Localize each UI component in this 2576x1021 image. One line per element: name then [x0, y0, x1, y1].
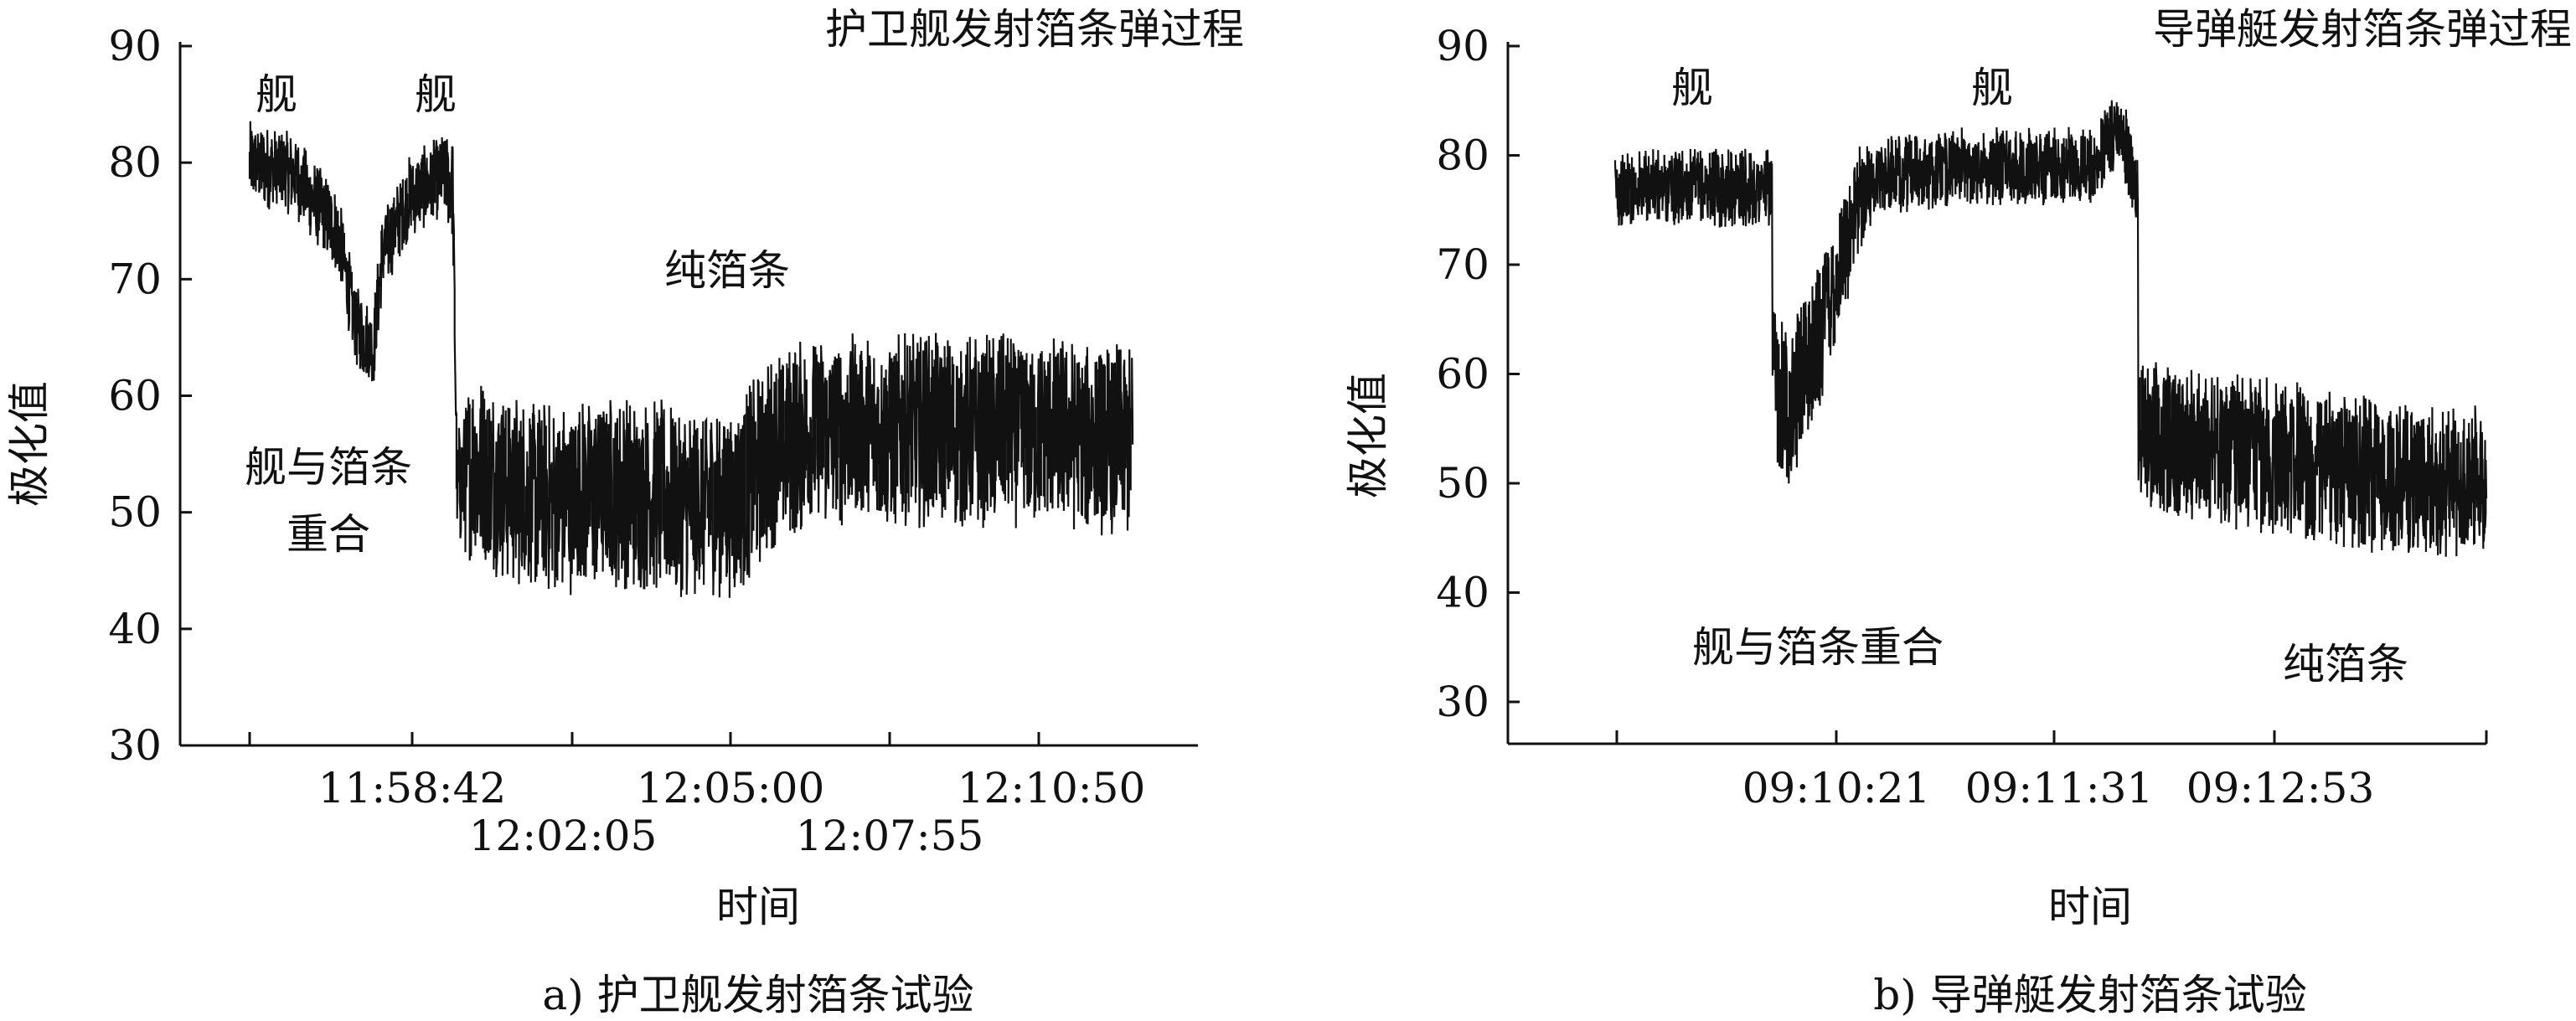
chart-b-y-tick-label: 70: [1436, 240, 1489, 289]
chart-a-y-tick-label: 40: [108, 605, 162, 653]
chart-a-y-tick-label: 30: [108, 721, 162, 770]
chart-a-y-tick-label: 60: [108, 372, 162, 420]
chart-a-xlabel: 时间: [716, 883, 800, 931]
chart-a-x-tick-label: 12:02:05: [469, 812, 658, 860]
chart-b-x-tick-label: 09:10:21: [1742, 764, 1931, 812]
chart-b-title: 导弹艇发射箔条弹过程: [2153, 5, 2572, 54]
chart-b-y-tick-label: 60: [1436, 350, 1489, 399]
chart-b-series: [1613, 100, 2488, 557]
chart-a-annotation-overlap-2: 重合: [287, 510, 370, 559]
chart-b-x-axis: 09:10:21 09:11:31 09:12:53: [1508, 730, 2488, 812]
chart-a-y-tick-label: 70: [108, 255, 162, 303]
chart-a-y-tick-label: 90: [108, 22, 162, 70]
chart-a-y-tick-label: 80: [108, 138, 162, 187]
chart-a-annotation-overlap-1: 舰与箔条: [245, 443, 412, 492]
chart-a-annotation-ship-1: 舰: [256, 70, 297, 119]
chart-b-caption: b) 导弹艇发射箔条试验: [1873, 971, 2306, 1019]
chart-a-y-axis: 30 40 50 60 70 80 90: [108, 22, 192, 770]
chart-b-annotation-ship-2: 舰: [1971, 64, 2013, 112]
chart-a-x-tick-label: 12:10:50: [958, 764, 1146, 812]
chart-b-y-tick-label: 80: [1436, 131, 1489, 180]
chart-a-x-tick-label: 12:07:55: [796, 812, 984, 860]
chart-b-y-tick-label: 90: [1436, 22, 1489, 70]
chart-b-y-tick-label: 30: [1436, 678, 1489, 726]
chart-b-annotation-ship-1: 舰: [1671, 64, 1713, 112]
chart-a-x-tick-label: 12:05:00: [637, 764, 825, 812]
chart-a-trace: [248, 121, 1134, 598]
chart-b-annotation-pure-chaff: 纯箔条: [2283, 640, 2408, 688]
chart-a-x-tick-label: 11:58:42: [318, 764, 507, 812]
chart-b-x-tick-label: 09:11:31: [1965, 764, 2154, 812]
chart-b-trace: [1613, 100, 2488, 557]
chart-b: 导弹艇发射箔条弹过程 30 40 50 60 70 80 90 09:10:21 09:11:…: [1344, 5, 2572, 1019]
chart-b-ylabel: 极化值: [1344, 373, 1392, 498]
chart-b-x-tick-label: 09:12:53: [2186, 764, 2375, 812]
chart-a-series: [248, 121, 1134, 598]
chart-b-y-tick-label: 40: [1436, 569, 1489, 617]
chart-a-caption: a) 护卫舰发射箔条试验: [542, 971, 973, 1019]
chart-b-y-tick-label: 50: [1436, 459, 1489, 508]
chart-a-title: 护卫舰发射箔条弹过程: [825, 5, 1244, 54]
chart-b-xlabel: 时间: [2048, 883, 2132, 931]
chart-b-y-axis: 30 40 50 60 70 80 90: [1436, 22, 1520, 744]
chart-b-annotation-overlap: 舰与箔条重合: [1692, 623, 1944, 672]
chart-a: 护卫舰发射箔条弹过程 30 40 50 60 70 80 90 11:58:4212:02:…: [5, 5, 1244, 1019]
chart-a-ylabel: 极化值: [5, 381, 54, 507]
chart-a-annotation-pure-chaff: 纯箔条: [664, 246, 790, 295]
chart-a-annotation-ship-2: 舰: [415, 70, 457, 119]
chart-a-y-tick-label: 50: [108, 488, 162, 537]
